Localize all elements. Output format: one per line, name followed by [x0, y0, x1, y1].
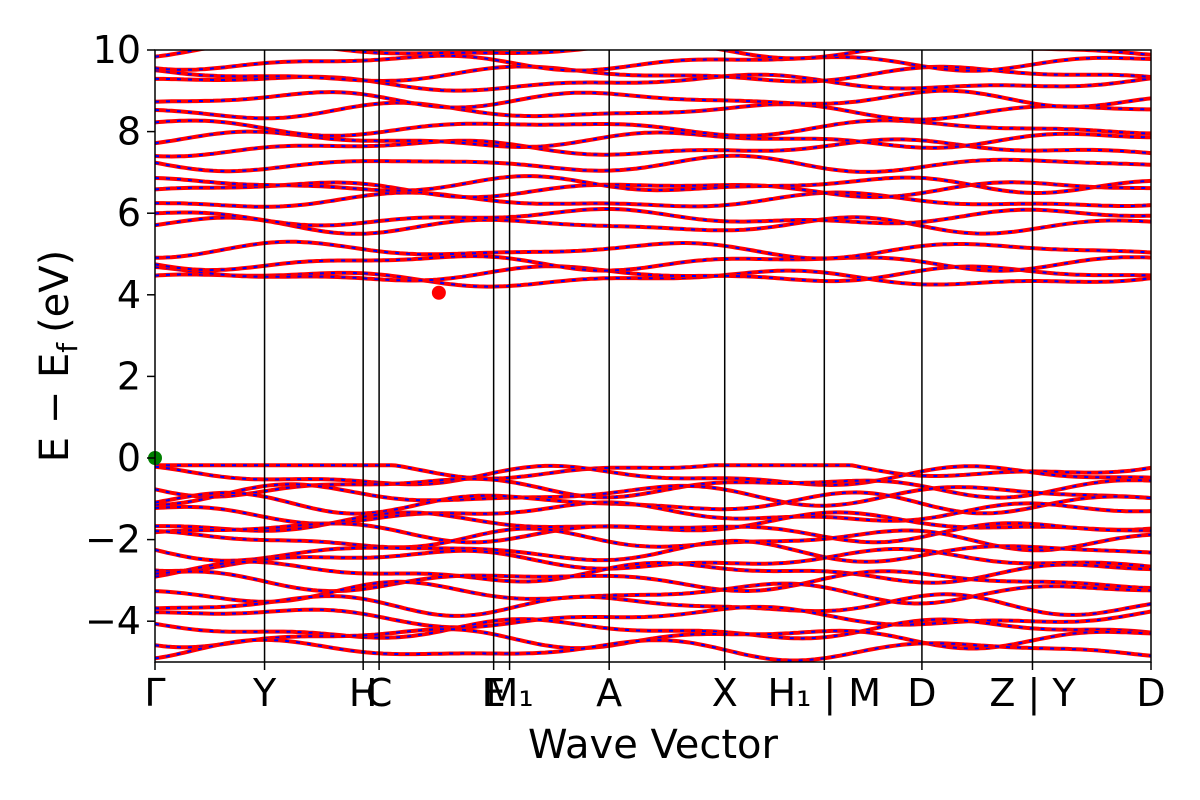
- v-band-overlay-15: [155, 605, 1151, 629]
- v-band-overlay-9: [155, 539, 1151, 563]
- c-band-overlay-3: [155, 240, 1151, 260]
- y-tick-label-4: 4: [117, 273, 141, 317]
- c-band-9: [155, 153, 1151, 174]
- x-ticks: Γ Y HC EM₁ A X H₁ | M D Z | Y D: [144, 662, 1166, 716]
- v-band-overlay-16: [155, 618, 1151, 640]
- y-tick-label-2: 0: [117, 436, 141, 480]
- extrema-markers: [148, 285, 446, 465]
- v-band-overlay-11: [155, 560, 1151, 584]
- c-band-overlay-16: [155, 65, 1151, 83]
- c-band-overlay-8: [155, 175, 1151, 194]
- x-tick-label-5: M₁: [486, 671, 534, 715]
- v-band-overlay-18: [155, 638, 1151, 662]
- c-band-overlay-17: [155, 54, 1151, 72]
- c-band-overlay-10: [155, 138, 1151, 158]
- v-band-overlay-1: [155, 464, 1151, 487]
- v-band-overlay-0: [155, 464, 1151, 480]
- y-axis-title: E − Ef (eV): [32, 250, 84, 463]
- plot-frame: [154, 49, 1152, 663]
- y-tick-label-0: −4: [85, 599, 141, 643]
- c-band-3: [155, 239, 1151, 261]
- c-band-overlay-12: [155, 119, 1151, 137]
- x-tick-label-4: E: [482, 671, 506, 715]
- v-band-overlay-12: [155, 570, 1151, 593]
- c-band-overlay-13: [155, 101, 1151, 121]
- y-tick-label-6: 8: [117, 110, 141, 154]
- c-band-overlay-7: [155, 181, 1151, 199]
- x-tick-label-2: H: [349, 671, 378, 715]
- y-axis-title-unit: (eV): [32, 250, 78, 333]
- v-band-14: [155, 592, 1151, 618]
- v-band-overlay-3: [155, 483, 1151, 507]
- c-band-0: [155, 268, 1151, 289]
- x-tick-label-8: H₁ | M: [768, 671, 882, 716]
- x-tick-label-11: D: [1136, 671, 1165, 715]
- c-band-overlay-11: [155, 130, 1151, 149]
- v-band-overlay-14: [155, 593, 1151, 617]
- y-tick-label-5: 6: [117, 191, 141, 235]
- v-band-overlay-7: [155, 522, 1151, 544]
- y-tick-label-7: 10: [93, 28, 141, 72]
- v-band-13: [155, 579, 1151, 606]
- v-band-overlay-8: [155, 527, 1151, 552]
- v-band-18: [155, 637, 1151, 662]
- x-tick-label-10: Z | Y: [989, 671, 1076, 716]
- y-tick-label-3: 2: [117, 354, 141, 398]
- bands-layer: [155, 50, 1151, 662]
- v-band-overlay-17: [155, 628, 1151, 650]
- kpoint-lines: [263, 50, 1034, 662]
- x-tick-label-7: X: [712, 671, 738, 715]
- c-band-13: [155, 100, 1151, 122]
- x-tick-label-6: A: [596, 671, 622, 715]
- c-band-overlay-5: [155, 208, 1151, 227]
- y-ticks: −4 −2 0 2 4 6 8 10: [85, 28, 155, 643]
- y-axis-title-subscript: f: [51, 342, 84, 353]
- c-band-overlay-1: [155, 265, 1151, 283]
- x-tick-label-1: Y: [252, 671, 277, 715]
- x-tick-label-0: Γ: [144, 671, 165, 715]
- v-band-overlay-10: [155, 548, 1151, 572]
- c-band-overlay-6: [155, 191, 1151, 208]
- c-band-overlay-0: [155, 269, 1151, 288]
- c-band-overlay-14: [155, 89, 1151, 109]
- v-band-overlay-4: [155, 491, 1151, 515]
- c-band-overlay-9: [155, 154, 1151, 173]
- y-axis-title-main: E − E: [32, 353, 78, 463]
- c-band-14: [155, 88, 1151, 110]
- cbm-marker: [431, 285, 446, 300]
- c-band-overlay-2: [155, 255, 1151, 272]
- y-tick-label-1: −2: [85, 518, 141, 562]
- x-axis-title: Wave Vector: [528, 722, 779, 768]
- c-band-overlay-4: [155, 216, 1151, 235]
- x-tick-label-3: C: [366, 671, 393, 715]
- x-tick-label-9: D: [907, 671, 936, 715]
